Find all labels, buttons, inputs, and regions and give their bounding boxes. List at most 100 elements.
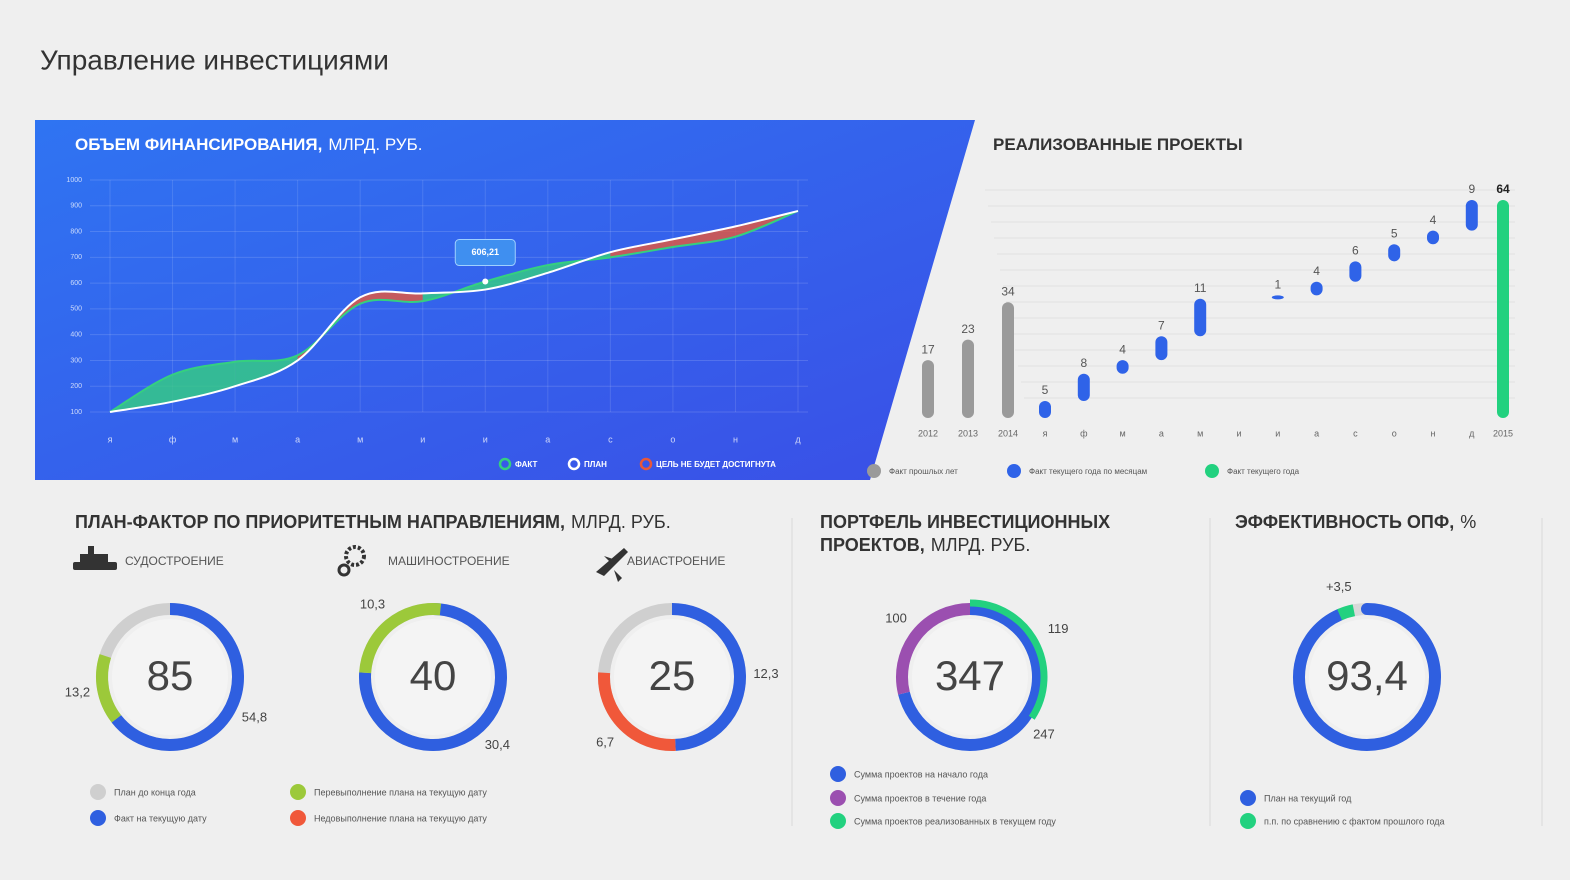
legend-label: Факт прошлых лет [889,467,958,476]
x-tick-label: н [733,434,738,444]
ring-label: 247 [1033,726,1055,741]
x-tick-label: 2012 [918,428,938,438]
legend-swatch [639,457,653,471]
legend-swatch [90,810,106,826]
series-line [109,209,799,413]
ring-arc [896,603,971,695]
bar-label: 4 [1313,264,1320,278]
bar-label: 8 [1080,356,1087,370]
legend-label: Сумма проектов на начало года [854,769,988,779]
ring-label: +3,5 [1326,579,1352,594]
title-main: ПРОЕКТОВ, [820,535,925,555]
bar [922,360,934,418]
title-unit: МЛРД. РУБ. [328,135,422,154]
x-tick-label: м [357,434,363,444]
ring-name: СУДОСТРОЕНИЕ [125,554,224,568]
legend-swatch [90,784,106,800]
ring-face [614,619,730,735]
ring-center: 25 [649,652,696,699]
y-tick-label: 300 [70,357,82,364]
bar-label: 64 [1496,182,1510,196]
legend-label: Факт на текущую дату [114,813,207,823]
annotation-box [454,239,516,267]
y-tick-label: 1000 [66,177,82,184]
gear-icon [337,545,366,577]
title-unit: МЛРД. РУБ. [571,512,671,532]
y-tick-label: 400 [70,332,82,339]
legend-label: ЦЕЛЬ НЕ БУДЕТ ДОСТИГНУТА [656,460,776,469]
gap-area [172,361,236,402]
ring-label: 6,7 [596,734,614,749]
ring-face [912,619,1028,735]
bar [1077,373,1090,401]
x-tick-label: д [1469,428,1475,438]
section-title: ПОРТФЕЛЬ ИНВЕСТИЦИОННЫХ [820,512,1110,532]
legend-label: План на текущий год [1264,793,1352,803]
ring-label: 100 [885,610,907,625]
ring-face [112,619,228,735]
ring-arc [1293,603,1441,751]
x-tick-label: и [420,434,425,444]
x-tick-label: а [1159,428,1164,438]
title-unit: % [1460,512,1476,532]
ring-name: АВИАСТРОЕНИЕ [627,554,725,568]
x-tick-label: м [1197,428,1203,438]
y-tick-label: 100 [70,409,82,416]
y-tick-label: 200 [70,383,82,390]
x-tick-label: с [1353,428,1358,438]
bar-label: 9 [1468,182,1475,196]
legend-label: п.п. по сравнению с фактом прошлого года [1264,816,1445,826]
x-tick-label: ф [1080,428,1088,438]
bar [1497,200,1509,418]
ring-arc [359,603,507,751]
x-tick-label: я [1043,428,1048,438]
bar-label: 17 [921,342,935,356]
section-title: ЭФФЕКТИВНОСТЬ ОПФ,% [1235,512,1476,532]
ring-arc [111,603,244,751]
x-tick-label: д [795,434,801,444]
gap-area [235,355,298,387]
ring-center: 347 [935,652,1005,699]
x-tick-label: 2014 [998,428,1018,438]
title-unit: МЛРД. РУБ. [931,535,1031,555]
plane-icon [596,548,628,582]
bar-label: 6 [1352,243,1359,257]
bar [1388,244,1401,262]
bar [1465,200,1478,231]
legend-swatch [830,790,846,806]
legend-label: ПЛАН [584,460,607,469]
bar [1116,360,1129,374]
legend-swatch [1205,464,1219,478]
legend-swatch [1007,464,1021,478]
title-main: ОБЪЕМ ФИНАНСИРОВАНИЯ, [75,135,322,154]
legend-label: Перевыполнение плана на текущую дату [314,787,487,797]
bar [1039,400,1051,418]
x-tick-label: и [1275,428,1280,438]
legend-label: Недовыполнение плана на текущую дату [314,813,487,823]
title-main: РЕАЛИЗОВАННЫЕ ПРОЕКТЫ [993,135,1243,154]
gap-area [610,239,673,258]
ring-center: 85 [147,652,194,699]
bar-label: 34 [1001,284,1015,298]
gap-area [485,265,548,290]
legend-swatch [830,813,846,829]
title-main: ПЛАН-ФАКТОР ПО ПРИОРИТЕТНЫМ НАПРАВЛЕНИЯМ… [75,512,565,532]
ring-arc [359,603,442,674]
bar [962,339,974,418]
legend-swatch [290,784,306,800]
annotation-point [482,278,489,285]
section-title: ПРОЕКТОВ, МЛРД. РУБ. [820,535,1030,555]
legend-swatch [290,810,306,826]
section-title: ОБЪЕМ ФИНАНСИРОВАНИЯ, МЛРД. РУБ. [75,135,422,154]
ring-arc [1337,604,1356,621]
gap-area [360,291,423,304]
bar-label: 23 [961,322,975,336]
legend-label: Сумма проектов в течение года [854,793,986,803]
ring-face [1309,619,1425,735]
x-tick-label: 2013 [958,428,978,438]
x-tick-label: и [483,434,488,444]
x-tick-label: 2015 [1493,428,1513,438]
x-tick-label: с [608,434,613,444]
ring-name: МАШИНОСТРОЕНИЕ [388,554,510,568]
